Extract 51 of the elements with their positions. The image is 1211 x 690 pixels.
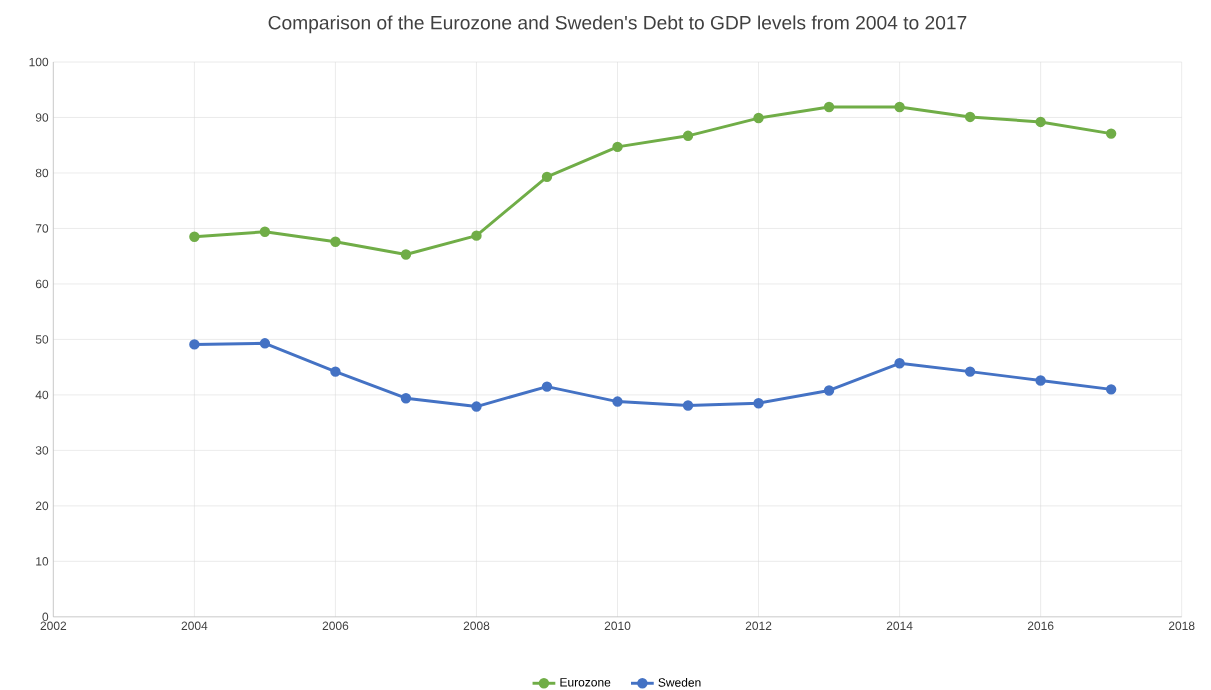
point [189,231,200,242]
point [823,385,835,396]
point [541,171,553,182]
y-tick-label: 10 [36,557,49,566]
point [471,230,482,241]
x-tick-label: 2006 [322,621,349,630]
legend-label: Eurozone [560,678,611,687]
point [894,101,905,113]
point [894,357,905,369]
point [682,400,694,411]
x-tick-label: 2008 [463,621,490,630]
point [259,226,271,237]
point [823,101,835,113]
point [682,130,694,141]
y-tick-label: 80 [35,168,49,178]
y-tick-label: 60 [35,279,49,289]
y-tick-label: 90 [35,113,49,122]
point [330,366,341,377]
x-tick-label: 2018 [1168,621,1195,630]
point [612,141,623,153]
point [330,236,341,247]
point [259,338,271,349]
point [753,397,764,409]
point [1035,375,1046,386]
point [753,112,764,124]
point [1035,116,1046,128]
y-tick-label: 70 [35,224,49,233]
y-tick-label: 40 [35,390,49,400]
x-tick-label: 2016 [1027,621,1054,630]
y-tick-label: 30 [35,446,49,455]
chart-title: Comparison of the Eurozone and Sweden's Debt to GDP levels from 2004 to 2017 [268,15,967,34]
point [612,396,623,407]
point [964,366,976,377]
x-tick-label: 2010 [604,621,631,630]
point [964,111,976,123]
point [541,381,553,392]
x-tick-label: 2004 [181,621,208,630]
point [1105,128,1117,139]
y-tick-label: 20 [35,501,49,511]
y-tick-label: 100 [29,57,49,67]
x-tick-label: 2014 [886,621,913,630]
point [471,401,482,412]
point [400,249,412,260]
y-tick-label: 50 [35,335,49,344]
point [1105,384,1117,395]
point [400,392,412,404]
point [189,339,200,350]
x-tick-label: 2002 [40,621,67,630]
x-tick-label: 2012 [745,621,772,630]
y-tick-label: 0 [42,612,49,621]
legend-label: Sweden [658,677,701,687]
